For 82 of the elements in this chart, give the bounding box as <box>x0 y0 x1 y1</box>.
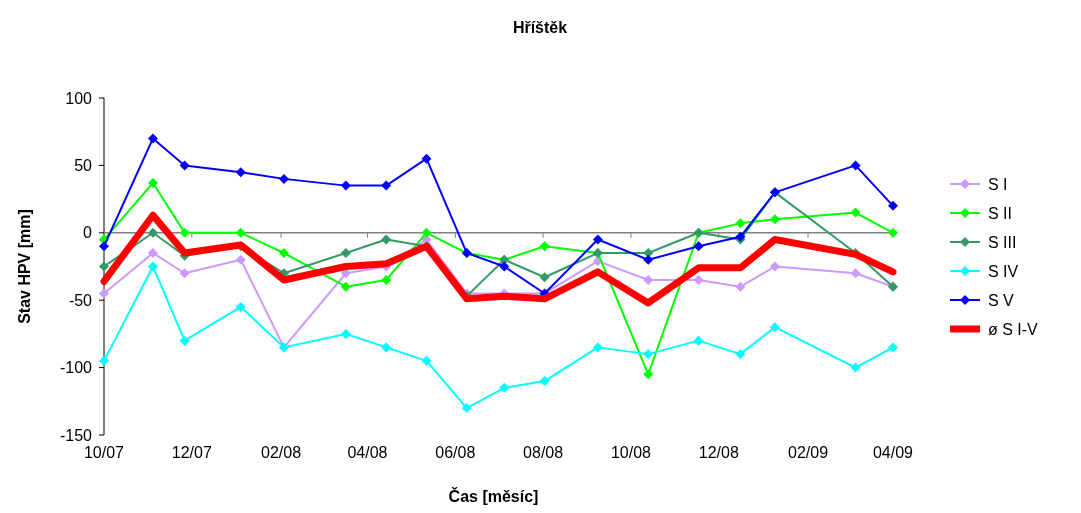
point <box>179 160 190 171</box>
x-axis-title: Čas [měsíc] <box>448 487 539 505</box>
x-tick-label: 12/08 <box>698 444 739 461</box>
chart-title: Hříštěk <box>512 19 568 36</box>
point <box>235 167 246 178</box>
point <box>381 234 392 245</box>
point <box>888 200 898 211</box>
point <box>643 369 654 380</box>
point <box>278 173 289 184</box>
point <box>99 261 109 272</box>
point <box>179 335 190 346</box>
y-axis-title: Stav HPV [mm] <box>16 209 33 324</box>
point <box>888 227 898 238</box>
point <box>179 227 190 238</box>
point <box>340 180 351 191</box>
y-tick-label: 50 <box>74 157 93 174</box>
point <box>99 288 109 299</box>
point <box>147 133 158 144</box>
x-tick-label: 12/07 <box>171 444 212 461</box>
point <box>769 214 780 225</box>
point <box>693 335 704 346</box>
point <box>235 254 246 265</box>
point <box>147 248 158 259</box>
point <box>278 248 289 259</box>
point <box>693 274 704 285</box>
point <box>340 281 351 292</box>
x-tick-label: 10/07 <box>83 444 125 461</box>
point <box>850 160 861 171</box>
legend-label: S III <box>988 233 1017 251</box>
point <box>421 227 432 238</box>
point <box>850 207 861 218</box>
point <box>539 272 550 283</box>
point <box>735 281 746 292</box>
point <box>147 177 158 188</box>
point <box>381 342 392 353</box>
x-tick-label: 10/08 <box>610 444 652 461</box>
y-tick-label: -100 <box>59 359 93 377</box>
point <box>147 227 158 238</box>
point <box>340 328 351 339</box>
point <box>147 261 158 272</box>
point <box>643 254 654 265</box>
point <box>693 241 704 252</box>
y-tick-label: -50 <box>68 291 93 309</box>
point <box>340 248 351 259</box>
point <box>539 376 550 387</box>
point <box>381 180 392 191</box>
point <box>850 362 861 373</box>
point <box>235 227 246 238</box>
y-tick-label: -150 <box>59 426 93 444</box>
point <box>735 218 746 229</box>
point <box>539 241 550 252</box>
x-tick-label: 08/08 <box>523 444 564 461</box>
point <box>461 403 472 414</box>
point <box>769 261 780 272</box>
point <box>99 241 109 252</box>
point <box>499 261 510 272</box>
y-tick-label: 100 <box>65 89 93 107</box>
point <box>592 342 603 353</box>
point <box>769 322 780 333</box>
legend-label: S V <box>988 291 1015 309</box>
point <box>643 349 654 360</box>
point <box>421 153 432 164</box>
x-tick-label: 06/08 <box>435 444 476 461</box>
point <box>850 268 861 279</box>
point <box>179 268 190 279</box>
point <box>592 234 603 245</box>
legend-label: S IV <box>988 262 1019 280</box>
x-tick-label: 02/08 <box>261 444 302 461</box>
point <box>421 355 432 366</box>
point <box>499 382 510 393</box>
point <box>99 355 109 366</box>
x-tick-label: 04/09 <box>872 444 914 461</box>
point <box>381 274 392 285</box>
x-tick-label: 02/09 <box>788 444 829 461</box>
legend-label: ø S I-V <box>988 320 1039 338</box>
legend-label: S I <box>988 175 1008 193</box>
x-tick-label: 04/08 <box>347 444 388 461</box>
y-tick-label: 0 <box>83 224 93 242</box>
point <box>235 301 246 312</box>
legend-label: S II <box>988 204 1013 222</box>
point <box>888 342 898 353</box>
point <box>735 349 746 360</box>
